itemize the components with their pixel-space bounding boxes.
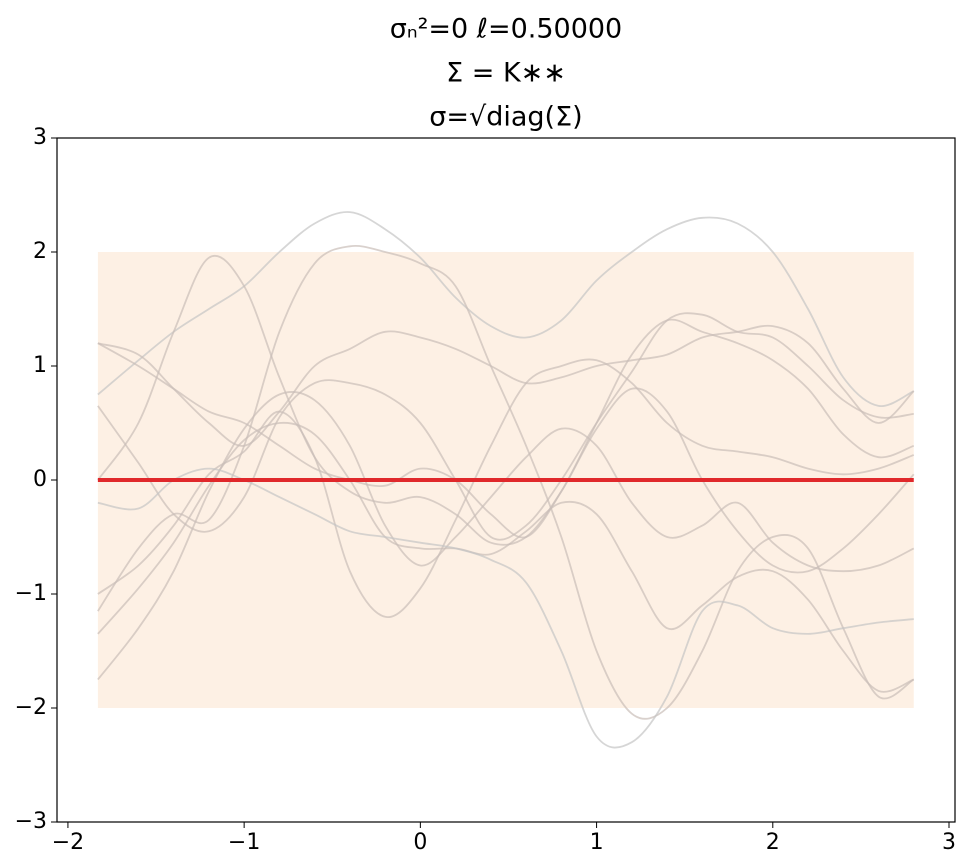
sample-line — [97, 358, 915, 618]
y-tick-label: 1 — [33, 353, 47, 378]
sample-line — [97, 255, 915, 574]
x-tick-label: 0 — [413, 830, 427, 855]
y-tick-label: −2 — [15, 695, 47, 720]
sample-line — [97, 211, 915, 407]
x-tick-label: 3 — [942, 830, 956, 855]
x-tick-label: −2 — [52, 830, 84, 855]
sample-line — [97, 244, 915, 720]
y-tick-label: −1 — [15, 581, 47, 606]
x-tick-label: 2 — [766, 830, 780, 855]
x-tick-label: 1 — [590, 830, 604, 855]
sample-line — [97, 318, 915, 539]
sample-line — [97, 324, 915, 447]
x-tick-label: −1 — [228, 830, 260, 855]
sample-line — [97, 421, 915, 693]
y-tick-label: 3 — [33, 125, 47, 150]
y-tick-label: −3 — [15, 809, 47, 834]
y-tick-label: 2 — [33, 239, 47, 264]
y-tick-label: 0 — [33, 467, 47, 492]
chart-title: Σ = K∗∗ — [446, 58, 566, 89]
sample-line — [97, 312, 914, 541]
sample-line — [97, 391, 915, 681]
chart-title: σ=√diag(Σ) — [429, 102, 582, 133]
chart-title: σₙ²=0 ℓ=0.50000 — [390, 14, 623, 45]
